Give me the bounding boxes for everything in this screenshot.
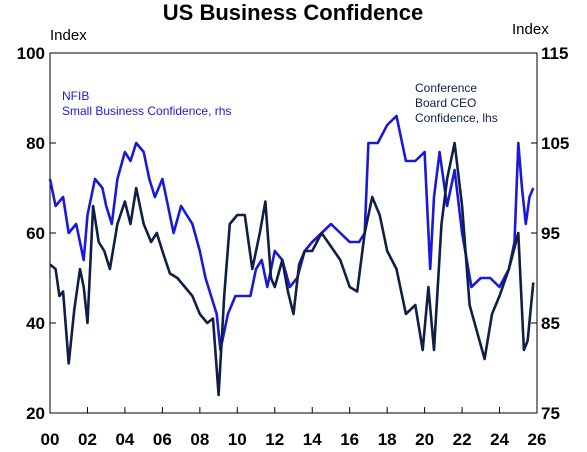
annotation-ceo-line: Board CEO	[415, 96, 476, 110]
left-tick-label: 100	[17, 44, 45, 63]
tick-labels: 20 40 60 80 100 75 85 95 105 115 00 02 04 06 08 10 12 14 1…	[17, 44, 570, 449]
right-tick-label: 115	[541, 44, 568, 63]
left-axis-unit: Index	[50, 27, 87, 44]
x-tick-label: 02	[78, 430, 97, 449]
series-annotations: NFIB Small Business Confidence, rhs Confer…	[62, 81, 498, 125]
series-lines	[48, 114, 535, 397]
x-tick-label: 10	[228, 430, 247, 449]
x-tick-label: 18	[378, 430, 397, 449]
annotation-ceo-line: Conference	[415, 81, 477, 95]
x-tick-label: 22	[453, 430, 472, 449]
series-line-ceo-confidence	[49, 141, 535, 397]
axes	[49, 52, 538, 414]
x-tick-label: 24	[490, 430, 509, 449]
chart-title: US Business Confidence	[163, 0, 423, 25]
annotation-nfib-line: NFIB	[62, 89, 89, 103]
x-tick-label: 12	[265, 430, 284, 449]
right-tick-label: 85	[541, 314, 560, 333]
x-tick-label: 26	[528, 430, 547, 449]
annotation-nfib-line: Small Business Confidence, rhs	[62, 104, 231, 118]
x-tick-label: 20	[415, 430, 434, 449]
x-tick-label: 14	[303, 430, 322, 449]
series-line-nfib	[48, 114, 535, 352]
left-tick-label: 40	[26, 314, 45, 333]
left-tick-label: 20	[26, 404, 45, 423]
right-tick-label: 95	[541, 224, 560, 243]
annotation-ceo-line: Confidence, lhs	[415, 111, 498, 125]
right-tick-label: 75	[541, 404, 560, 423]
x-tick-label: 00	[41, 430, 60, 449]
x-tick-label: 04	[115, 430, 134, 449]
right-tick-label: 105	[541, 134, 569, 153]
right-axis-unit: Index	[512, 21, 549, 38]
left-tick-label: 60	[26, 224, 45, 243]
x-tick-label: 08	[190, 430, 209, 449]
annotation-ceo-confidence: Conference Board CEO Confidence, lhs	[415, 81, 498, 125]
x-tick-label: 06	[153, 430, 172, 449]
left-tick-label: 80	[26, 134, 45, 153]
annotation-nfib: NFIB Small Business Confidence, rhs	[62, 89, 231, 118]
x-tick-label: 16	[340, 430, 359, 449]
